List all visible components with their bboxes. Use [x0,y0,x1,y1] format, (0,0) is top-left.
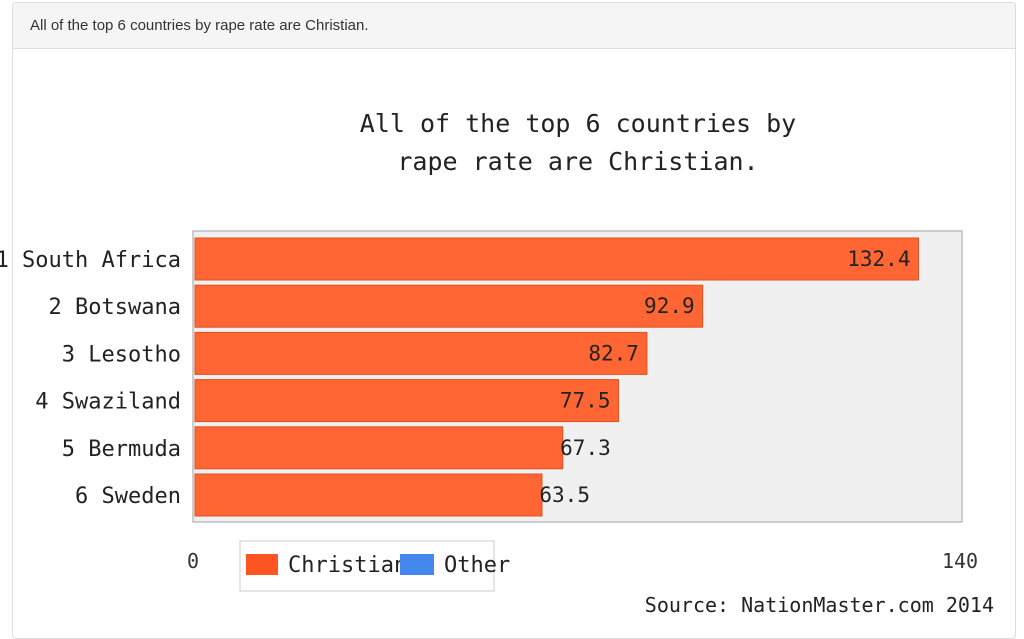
panel-heading: All of the top 6 countries by rape rate … [13,3,1015,49]
chart-title-line-1: All of the top 6 countries by [360,109,797,138]
category-label-6: 6 Sweden [75,484,181,509]
bars-group [194,237,919,517]
category-label-4: 4 Swaziland [35,390,181,415]
bar-4 [194,379,619,423]
bar-2 [194,284,704,328]
bar-5 [194,426,564,470]
value-label-4: 77.5 [560,389,611,413]
legend-label-other: Other [444,553,510,578]
chart-title-line-2: rape rate are Christian. [397,147,758,176]
category-labels: 1 South Africa 2 Botswana 3 Lesotho 4 Swazi… [0,248,181,509]
value-label-6: 63.5 [539,483,590,507]
category-label-5: 5 Bermuda [62,437,181,462]
x-tick-label-min: 0 [187,549,199,573]
legend-box [239,540,495,592]
bar-1 [194,237,919,281]
legend: Christian Other [239,540,510,592]
bar-6 [194,473,543,517]
x-tick-label-max: 140 [942,549,978,573]
legend-swatch-christian [246,554,278,575]
value-label-1: 132.4 [847,247,910,271]
value-label-5: 67.3 [560,436,611,460]
bar-3 [194,331,648,375]
category-label-1: 1 South Africa [0,248,181,273]
legend-swatch-other [400,554,434,575]
value-label-3: 82.7 [588,341,639,365]
source-note: Source: NationMaster.com 2014 [645,593,994,617]
category-label-3: 3 Lesotho [62,342,181,367]
value-labels: 132.4 92.982.7 77.5 67.3 63.5 [539,247,910,507]
legend-label-christian: Christian [288,553,407,578]
value-label-2: 92.9 [644,294,695,318]
category-label-2: 2 Botswana [49,295,181,320]
